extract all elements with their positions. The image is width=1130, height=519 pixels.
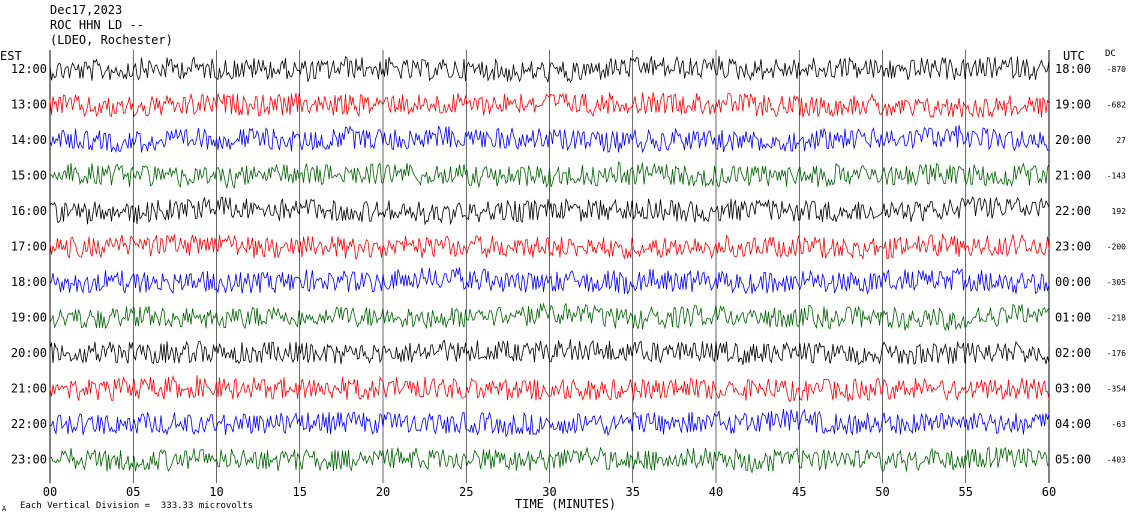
est-tick-label: 23:00 bbox=[11, 453, 47, 467]
est-tick-label: 18:00 bbox=[11, 275, 47, 289]
trace-1300 bbox=[49, 92, 1050, 119]
utc-tick-label: 19:00 bbox=[1055, 98, 1091, 112]
trace-1200 bbox=[49, 55, 1050, 83]
utc-tick-label: 22:00 bbox=[1055, 204, 1091, 218]
utc-tick-label: 03:00 bbox=[1055, 382, 1091, 396]
x-tick-label: 45 bbox=[792, 485, 806, 499]
dc-value: 27 bbox=[1116, 136, 1126, 145]
x-tick-label: 00 bbox=[43, 485, 57, 499]
trace-1600 bbox=[49, 196, 1050, 226]
dc-value: -143 bbox=[1107, 172, 1126, 181]
trace-1500 bbox=[49, 161, 1050, 189]
dc-value: -218 bbox=[1107, 314, 1126, 323]
x-tick-label: 15 bbox=[293, 485, 307, 499]
est-tick-label: 22:00 bbox=[11, 417, 47, 431]
dc-value: -403 bbox=[1107, 456, 1126, 465]
header-date: Dec17,2023 bbox=[50, 3, 123, 17]
x-tick-label: 40 bbox=[709, 485, 723, 499]
est-tick-label: 21:00 bbox=[11, 382, 47, 396]
est-tick-label: 20:00 bbox=[11, 346, 47, 360]
x-tick-label: 60 bbox=[1042, 485, 1056, 499]
dc-value: -682 bbox=[1107, 101, 1126, 110]
x-tick-label: 25 bbox=[459, 485, 473, 499]
utc-tick-label: 21:00 bbox=[1055, 169, 1091, 183]
utc-tick-label: 04:00 bbox=[1055, 417, 1091, 431]
est-axis-label: EST bbox=[0, 49, 22, 63]
corner-mark: A bbox=[2, 505, 7, 513]
trace-1900 bbox=[49, 302, 1050, 332]
x-tick-label: 05 bbox=[126, 485, 140, 499]
x-tick-label: 50 bbox=[875, 485, 889, 499]
dc-value: -176 bbox=[1107, 349, 1126, 358]
dc-column-label: DC bbox=[1105, 49, 1116, 59]
dc-value: -200 bbox=[1107, 243, 1126, 252]
dc-value: 192 bbox=[1112, 207, 1127, 216]
utc-tick-label: 18:00 bbox=[1055, 62, 1091, 76]
x-tick-label: 20 bbox=[376, 485, 390, 499]
est-tick-label: 16:00 bbox=[11, 204, 47, 218]
scale-note: Each Vertical Division = 333.33 microvol… bbox=[20, 501, 253, 511]
trace-1700 bbox=[49, 233, 1050, 261]
est-tick-label: 14:00 bbox=[11, 133, 47, 147]
est-tick-label: 19:00 bbox=[11, 311, 47, 325]
trace-2200 bbox=[49, 408, 1050, 438]
x-axis-title: TIME (MINUTES) bbox=[515, 497, 617, 511]
est-tick-label: 15:00 bbox=[11, 169, 47, 183]
trace-1800 bbox=[49, 267, 1050, 296]
x-tick-label: 10 bbox=[209, 485, 223, 499]
x-tick-label: 35 bbox=[626, 485, 640, 499]
trace-2300 bbox=[49, 446, 1050, 474]
est-tick-label: 12:00 bbox=[11, 62, 47, 76]
dc-value: -63 bbox=[1112, 420, 1127, 429]
x-tick-label: 30 bbox=[542, 485, 556, 499]
utc-axis-label: UTC bbox=[1063, 49, 1085, 63]
trace-1400 bbox=[49, 125, 1050, 154]
est-tick-label: 13:00 bbox=[11, 98, 47, 112]
utc-tick-label: 01:00 bbox=[1055, 311, 1091, 325]
header-station: ROC HHN LD -- bbox=[50, 18, 144, 32]
est-tick-label: 17:00 bbox=[11, 240, 47, 254]
utc-tick-label: 23:00 bbox=[1055, 240, 1091, 254]
dc-value: -870 bbox=[1107, 65, 1126, 74]
x-tick-label: 55 bbox=[959, 485, 973, 499]
utc-tick-label: 02:00 bbox=[1055, 346, 1091, 360]
trace-2100 bbox=[49, 375, 1050, 403]
utc-tick-label: 05:00 bbox=[1055, 453, 1091, 467]
header-network: (LDEO, Rochester) bbox=[50, 33, 173, 47]
utc-tick-label: 00:00 bbox=[1055, 275, 1091, 289]
dc-value: -305 bbox=[1107, 278, 1126, 287]
trace-2000 bbox=[49, 339, 1050, 366]
dc-value: -354 bbox=[1107, 385, 1126, 394]
utc-tick-label: 20:00 bbox=[1055, 133, 1091, 147]
